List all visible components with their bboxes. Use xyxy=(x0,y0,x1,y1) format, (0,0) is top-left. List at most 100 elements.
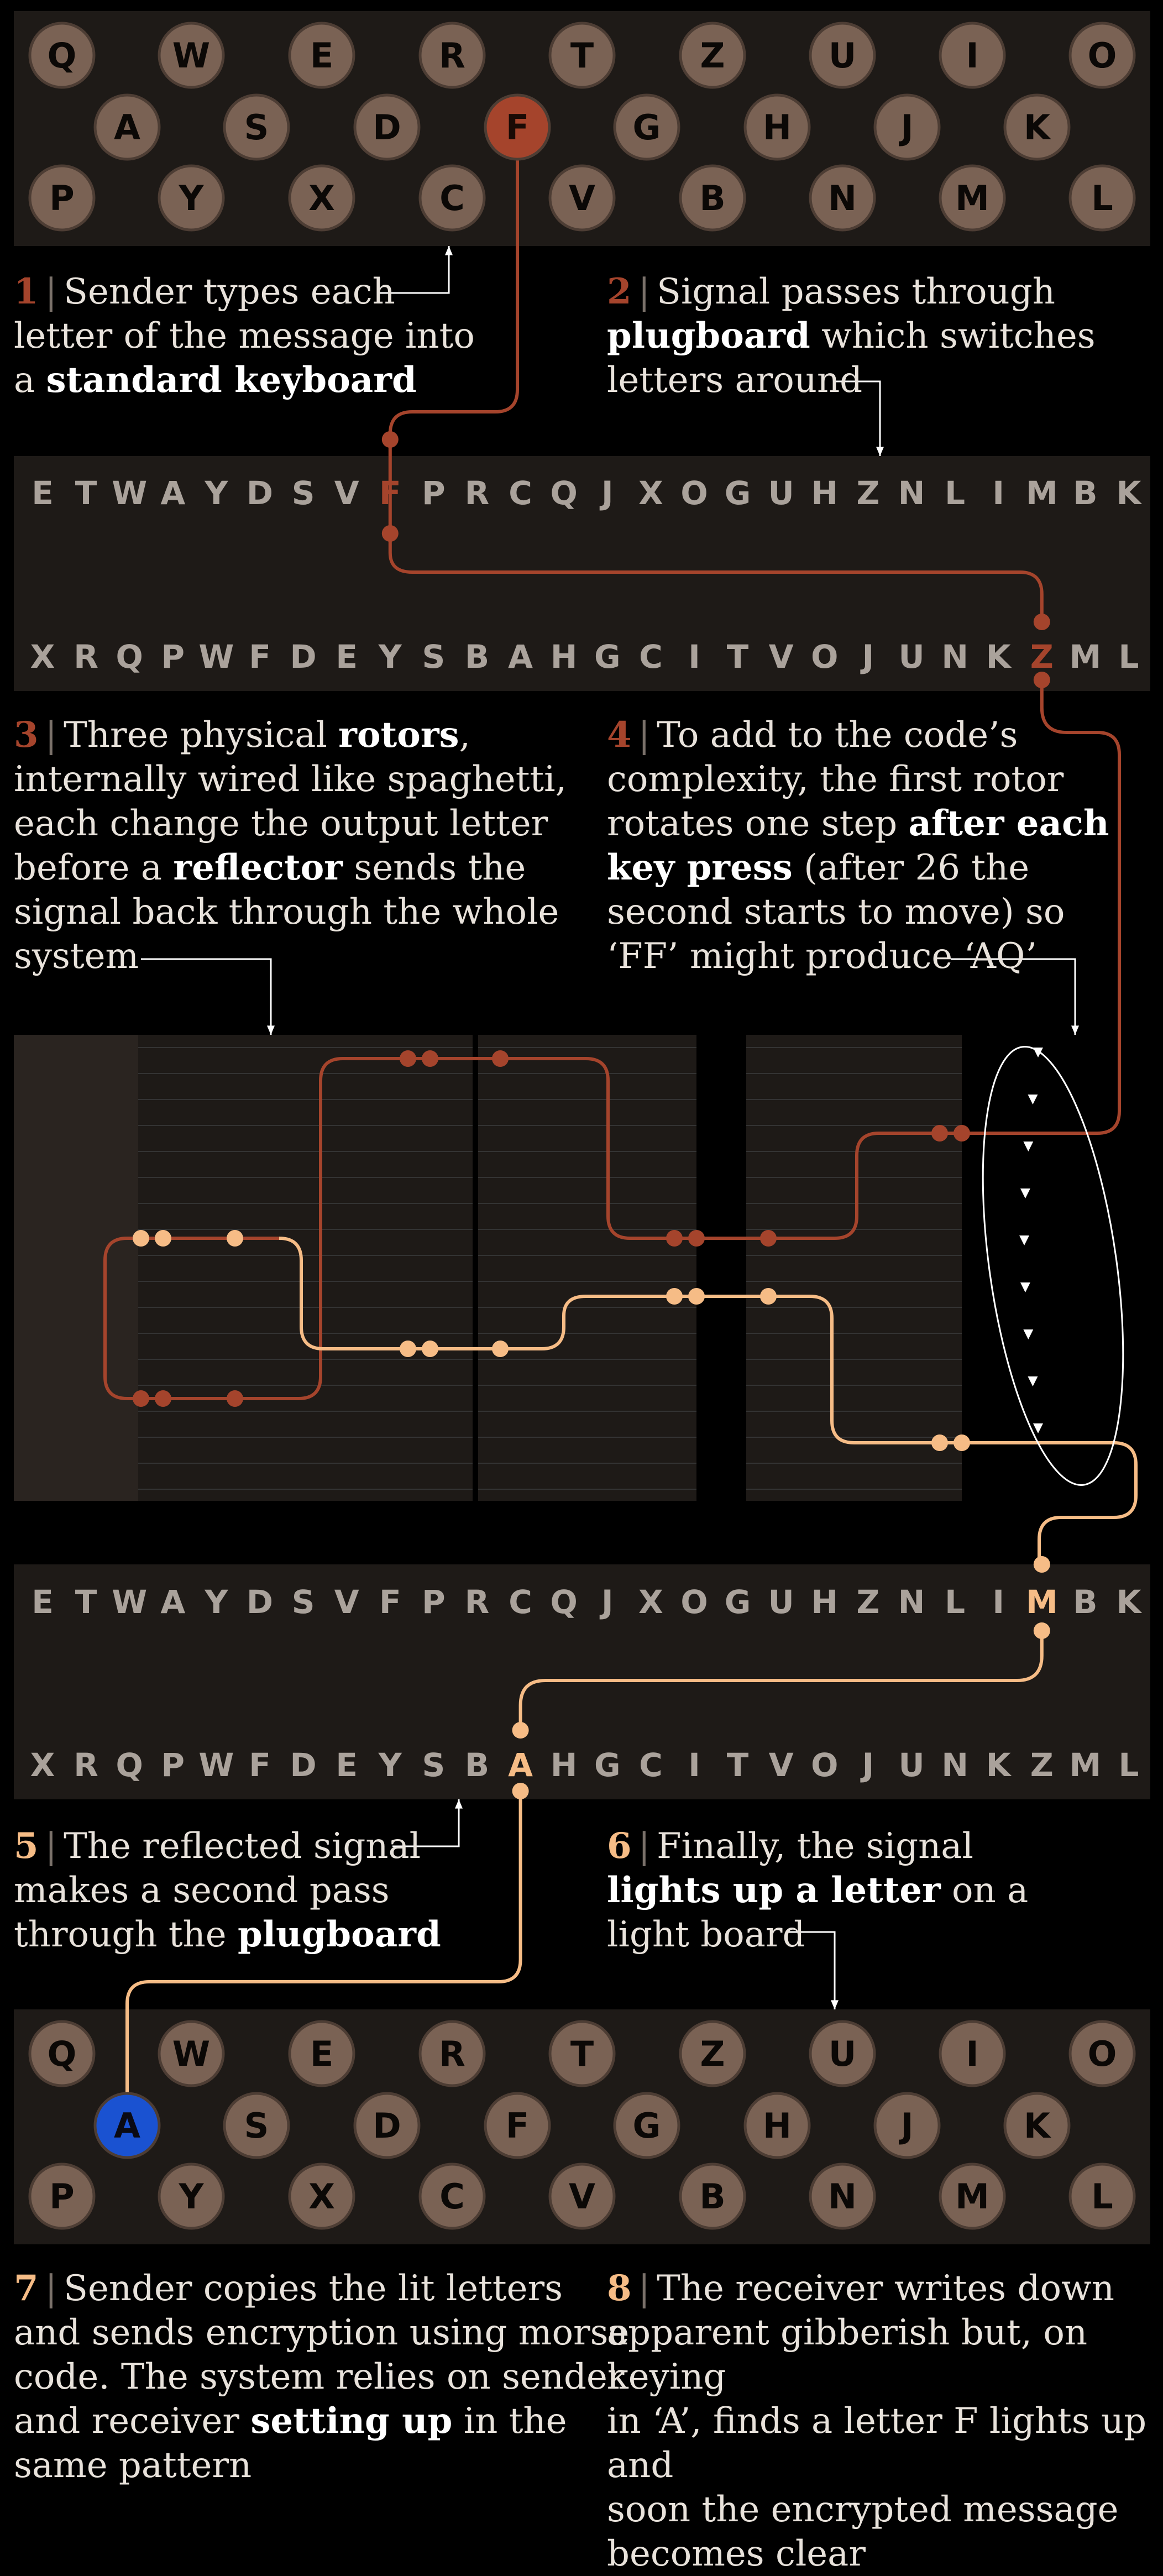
caption-text: apparent gibberish but, on keying xyxy=(607,2312,1088,2397)
plug-top-i: I xyxy=(992,474,1004,512)
caption-text: (after 26 the xyxy=(792,847,1030,888)
plug-bottom-h: H xyxy=(551,638,578,676)
plug-top-p: P xyxy=(422,474,446,512)
plug-bottom-l: L xyxy=(1119,1746,1139,1784)
plug-bottom-f: F xyxy=(249,638,271,676)
caption-text: code. The system relies on sender xyxy=(14,2357,625,2397)
plug-top-p: P xyxy=(422,1583,446,1621)
plug-bottom-g: G xyxy=(594,638,621,676)
return-dot xyxy=(133,1230,149,1247)
caption-text: a xyxy=(14,360,46,401)
caption-line: in ‘A’, finds a letter F lights up and xyxy=(607,2401,1146,2486)
caption-line: same pattern xyxy=(14,2445,252,2486)
key-j xyxy=(873,2092,941,2159)
key-o xyxy=(1068,2020,1136,2087)
caption-text: and sends encryption using morse xyxy=(14,2312,630,2353)
caption-text: sends the xyxy=(343,847,526,888)
key-label: K xyxy=(1024,107,1051,148)
plug-bottom-g: G xyxy=(594,1746,621,1784)
plug-top-t: T xyxy=(75,474,97,512)
plug-top-z: Z xyxy=(856,1583,879,1621)
key-label: U xyxy=(829,2034,856,2074)
plugboard-first-pass: E T W A Y D S V F P R C Q J X O G U H Z N L I M B KX R Q P W F D E Y S B A H G… xyxy=(30,474,1143,676)
arrow-head xyxy=(830,2000,839,2009)
caption-text: same pattern xyxy=(14,2445,252,2486)
caption-emphasis: rotors xyxy=(338,714,459,756)
plug-bottom-s: S xyxy=(422,638,446,676)
caption-line: through the plugboard xyxy=(14,1914,441,1955)
plug-top-t: T xyxy=(75,1583,97,1621)
caption-line: 4 | To add to the code’s xyxy=(607,714,1018,756)
caption-text: Three physical xyxy=(64,715,339,756)
key-z xyxy=(679,2020,746,2087)
caption-emphasis: after each xyxy=(908,803,1109,844)
caption-text: internally wired like spaghetti, xyxy=(14,759,567,800)
plug-top-c: C xyxy=(509,474,532,512)
plug-bottom-h: H xyxy=(551,1746,578,1784)
key-label: X xyxy=(308,178,335,218)
arrow-line xyxy=(788,1931,836,2009)
plug-top-l: L xyxy=(945,474,965,512)
plug-top-h: H xyxy=(811,1583,839,1621)
step-6-caption: 6 | Finally, the signal lights up a letter … xyxy=(607,1824,1028,1957)
plug-top-v: V xyxy=(334,474,359,512)
signal-wires xyxy=(103,127,1138,2125)
key-i xyxy=(939,22,1006,89)
separator: | xyxy=(638,715,651,756)
caption-text: complexity, the first rotor xyxy=(607,759,1064,800)
caption-line: 7 | Sender copies the lit letters xyxy=(14,2268,563,2309)
return-dot xyxy=(1033,1622,1050,1639)
caption-line: each change the output letter xyxy=(14,803,548,844)
caption-text: soon the encrypted message xyxy=(607,2489,1119,2530)
key-label: V xyxy=(569,178,595,218)
caption-text: The reflected signal xyxy=(64,1826,421,1867)
return-dot xyxy=(492,1341,509,1357)
key-label: J xyxy=(898,2106,913,2146)
plug-bottom-o: O xyxy=(811,638,838,676)
key-label: Z xyxy=(700,2034,725,2074)
plug-bottom-b: B xyxy=(465,1746,489,1784)
plug-top-e: E xyxy=(32,1583,54,1621)
rotor-rotation-indicator xyxy=(982,1046,1124,1486)
return-dot xyxy=(666,1288,683,1305)
key-g xyxy=(613,93,680,161)
key-v xyxy=(548,2163,616,2230)
return-dot xyxy=(227,1230,243,1247)
key-q xyxy=(28,22,96,89)
caption-text: before a xyxy=(14,847,174,888)
caption-line: 1 | Sender types each xyxy=(14,271,395,312)
caption-line: letter of the message into xyxy=(14,316,475,357)
caption-line: internally wired like spaghetti, xyxy=(14,759,567,800)
plug-top-l: L xyxy=(945,1583,965,1621)
plug-top-o: O xyxy=(680,1583,708,1621)
caption-text: each change the output letter xyxy=(14,803,548,844)
caption-line: complexity, the first rotor xyxy=(607,759,1064,800)
key-label: Q xyxy=(48,35,77,76)
arrow-step-2 xyxy=(835,380,884,456)
forward-wire-2 xyxy=(103,680,1121,1400)
caption-line: and sends encryption using morse xyxy=(14,2312,629,2353)
step-8-caption: 8 | The receiver writes down apparent gibbe… xyxy=(607,2266,1163,2576)
forward-dot xyxy=(954,1125,970,1142)
key-label: M xyxy=(955,178,989,218)
key-f xyxy=(484,2092,551,2159)
plug-bottom-p: P xyxy=(161,1746,185,1784)
plug-top-r: R xyxy=(465,474,490,512)
caption-text: through the xyxy=(14,1914,238,1955)
key-u xyxy=(809,22,876,89)
caption-text: becomes clear xyxy=(607,2533,866,2574)
forward-dot xyxy=(760,1230,777,1247)
key-label: B xyxy=(699,178,725,218)
rotor-4 xyxy=(746,1035,962,1501)
separator: | xyxy=(638,1826,651,1867)
caption-text: Finally, the signal xyxy=(657,1826,973,1867)
forward-dot xyxy=(1033,614,1050,630)
plug-top-z: Z xyxy=(856,474,879,512)
key-label: O xyxy=(1088,2034,1117,2074)
caption-line: second starts to move) so xyxy=(607,892,1065,933)
key-label: V xyxy=(569,2176,595,2217)
separator: | xyxy=(45,2268,57,2309)
caption-text: To add to the code’s xyxy=(657,715,1018,756)
plug-top-y: Y xyxy=(204,474,228,512)
plug-top-q: Q xyxy=(551,474,578,512)
